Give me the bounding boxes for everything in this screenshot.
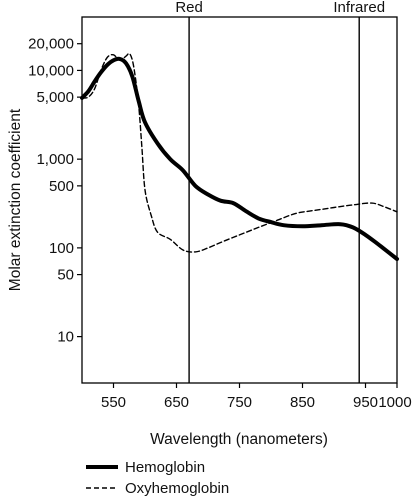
y-tick-label: 1,000: [36, 151, 74, 168]
x-axis-title: Wavelength (nanometers): [150, 431, 328, 448]
reference-label-red: Red: [175, 0, 203, 16]
series-line-hemoglobin: [80, 56, 399, 261]
y-tick-label: 500: [49, 178, 74, 195]
y-tick-label: 50: [57, 267, 74, 284]
legend: Hemoglobin Oxyhemoglobin: [86, 459, 229, 497]
legend-label-hemoglobin: Hemoglobin: [125, 459, 205, 476]
x-tick-label: 950: [353, 394, 378, 411]
y-tick-label: 100: [49, 240, 74, 257]
series-line-oxyhemoglobin: [81, 52, 398, 253]
x-tick-label: 550: [101, 394, 126, 411]
y-tick-label: 20,000: [28, 36, 74, 53]
y-tick-label: 10: [57, 329, 74, 346]
y-tick-label: 5,000: [36, 89, 74, 106]
x-tick-label: 750: [227, 394, 252, 411]
reference-label-infrared: Infrared: [333, 0, 385, 16]
y-tick-label: 10,000: [28, 62, 74, 79]
x-tick-label: 650: [164, 394, 189, 411]
x-tick-label: 850: [290, 394, 315, 411]
legend-label-oxyhemoglobin: Oxyhemoglobin: [125, 480, 229, 497]
x-tick-label: 1000: [378, 394, 411, 411]
y-axis-title: Molar extinction coefficient: [7, 108, 24, 291]
